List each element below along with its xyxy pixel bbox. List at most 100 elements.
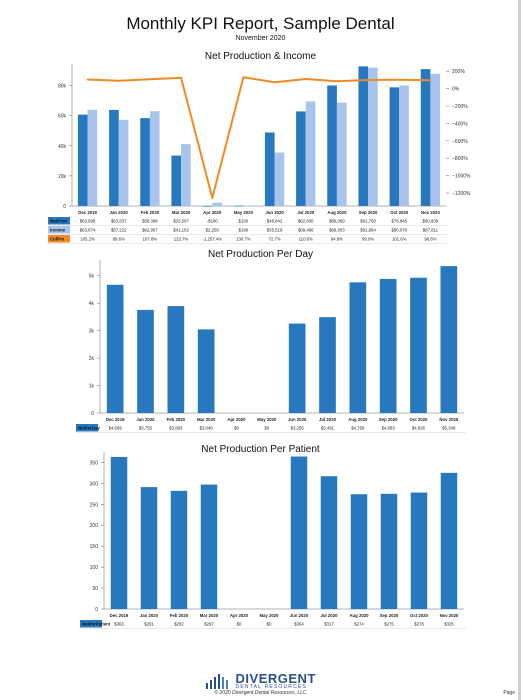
bar-netperday-feb-2020 (167, 306, 185, 413)
x-tick-label: Sep 2020 (379, 417, 398, 422)
data-label-netperpatient-jun-2020: $364 (294, 622, 304, 627)
line-colpro (87, 76, 431, 199)
data-label-netperday-jun-2020: $3,256 (291, 426, 305, 431)
y-tick-label: 5k (89, 274, 95, 280)
y-tick-label: 0 (91, 411, 94, 417)
data-label-netperday-mar-2020: $3,046 (200, 426, 214, 431)
data-label-netperday-dec-2019: $4,669 (109, 426, 123, 431)
point-colpro-jul-2020 (304, 78, 307, 80)
x-tick-label: Feb 2020 (167, 417, 186, 422)
data-label-netperpatient-apr-2020: $0 (237, 622, 242, 627)
data-label-income-nov-2020: $87,811 (423, 228, 439, 233)
y-tick-label: 150 (90, 544, 99, 550)
data-label-netperday-jan-2020: $3,755 (139, 426, 153, 431)
bar-netperday-mar-2020 (197, 329, 215, 413)
point-colpro-jun-2020 (273, 81, 276, 84)
bar-netperpatient-oct-2020 (410, 492, 428, 609)
data-label-netprod-jan-2020: $63,837 (111, 219, 127, 224)
y2-tick-label: −600% (452, 139, 468, 145)
bar-netperday-jan-2020 (137, 309, 154, 413)
y2-tick-label: −1000% (452, 174, 471, 180)
chart-title-net-production-income: Net Production & Income (204, 51, 317, 62)
x-tick-label: Nov 2020 (421, 210, 440, 215)
data-label-income-may-2020: $196 (239, 228, 249, 233)
y-tick-label: 80k (58, 84, 67, 90)
data-label-netprod-aug-2020: $80,069 (329, 219, 345, 224)
bar-netprod-oct-2020 (389, 87, 400, 206)
y2-tick-label: −800% (452, 156, 468, 162)
x-tick-label: Jul 2020 (321, 613, 339, 618)
legend-swatch-netprod (48, 217, 70, 225)
bar-income-jul-2020 (305, 101, 316, 206)
bar-netprod-dec-2019 (77, 114, 88, 206)
data-label-netperday-feb-2020: $3,893 (169, 426, 183, 431)
x-tick-label: Oct 2020 (410, 417, 429, 422)
data-label-netprod-jul-2020: $62,830 (298, 219, 314, 224)
logo-bars-icon (206, 674, 229, 689)
bar-netperday-oct-2020 (410, 277, 427, 413)
data-label-colpro-feb-2020: 107.8% (143, 237, 158, 242)
data-label-income-jun-2020: $35,519 (267, 228, 283, 233)
x-tick-label: Apr 2020 (227, 417, 246, 422)
data-label-colpro-mar-2020: 122.7% (174, 237, 189, 242)
data-label-netperday-may-2020: $0 (264, 426, 269, 431)
legend-label-income: Income (50, 228, 66, 233)
data-label-income-aug-2020: $68,603 (329, 228, 345, 233)
data-label-netprod-may-2020: $150 (239, 219, 249, 224)
data-label-colpro-aug-2020: 84.8% (331, 237, 343, 242)
data-label-income-sep-2020: $91,894 (360, 228, 376, 233)
bar-netprod-sep-2020 (358, 66, 369, 206)
logo-subtext: DENTAL RESOURCES (235, 684, 307, 690)
data-label-netperpatient-jan-2020: $291 (144, 622, 154, 627)
bar-netperday-sep-2020 (379, 278, 397, 413)
x-tick-label: Mar 2020 (200, 613, 219, 618)
data-label-netperday-oct-2020: $4,926 (412, 426, 426, 431)
data-label-netprod-sep-2020: $92,760 (360, 219, 376, 224)
y2-tick-label: 200% (452, 69, 465, 75)
y2-tick-label: −1200% (452, 191, 471, 197)
x-tick-label: Sep 2020 (380, 613, 399, 618)
footer-logo: DIVERGENT DENTAL RESOURCES (0, 672, 521, 690)
data-label-colpro-jul-2020: 110.6% (299, 237, 313, 242)
point-colpro-may-2020 (242, 76, 245, 79)
y-tick-label: 3k (89, 329, 95, 335)
bar-netperpatient-mar-2020 (200, 484, 218, 609)
bar-income-dec-2019 (87, 109, 98, 206)
y-tick-label: 1k (89, 384, 95, 390)
data-label-netperpatient-oct-2020: $278 (414, 622, 424, 627)
data-label-netperpatient-feb-2020: $282 (174, 622, 184, 627)
bar-income-jan-2020 (118, 119, 129, 206)
data-label-netperday-sep-2020: $4,883 (382, 426, 396, 431)
bar-netperday-aug-2020 (349, 282, 367, 413)
bar-netperday-dec-2019 (106, 284, 124, 413)
x-tick-label: Feb 2020 (170, 613, 189, 618)
data-label-netperpatient-jul-2020: $317 (324, 622, 334, 627)
point-colpro-apr-2020 (211, 197, 214, 199)
data-label-income-mar-2020: $41,102 (173, 228, 189, 233)
data-label-income-feb-2020: $62,957 (142, 228, 158, 233)
x-tick-label: Jun 2020 (265, 210, 284, 215)
bar-netperpatient-aug-2020 (350, 494, 368, 609)
point-colpro-feb-2020 (149, 78, 151, 81)
bar-income-apr-2020 (212, 202, 222, 206)
point-colpro-nov-2020 (429, 79, 432, 82)
data-label-netperday-aug-2020: $4,759 (351, 426, 365, 431)
data-label-income-jan-2020: $57,222 (111, 228, 127, 233)
bar-netprod-may-2020 (233, 205, 244, 207)
data-label-netprod-oct-2020: $78,845 (391, 219, 407, 224)
y2-tick-label: −400% (452, 121, 468, 127)
x-tick-label: Jul 2020 (297, 210, 315, 215)
data-label-netperday-jul-2020: $3,491 (321, 426, 335, 431)
legend-label-netperday: NetPerDay (78, 426, 100, 431)
x-tick-label: Feb 2020 (141, 210, 160, 215)
y-tick-label: 250 (90, 502, 99, 508)
bar-netperpatient-jun-2020 (290, 456, 308, 609)
x-tick-label: Aug 2020 (327, 210, 347, 215)
page-edge (518, 0, 521, 700)
legend-label-netperpatient: NetPerPatient (82, 622, 111, 627)
data-label-colpro-jun-2020: 72.7% (268, 237, 280, 242)
bar-netperday-jul-2020 (319, 317, 336, 413)
